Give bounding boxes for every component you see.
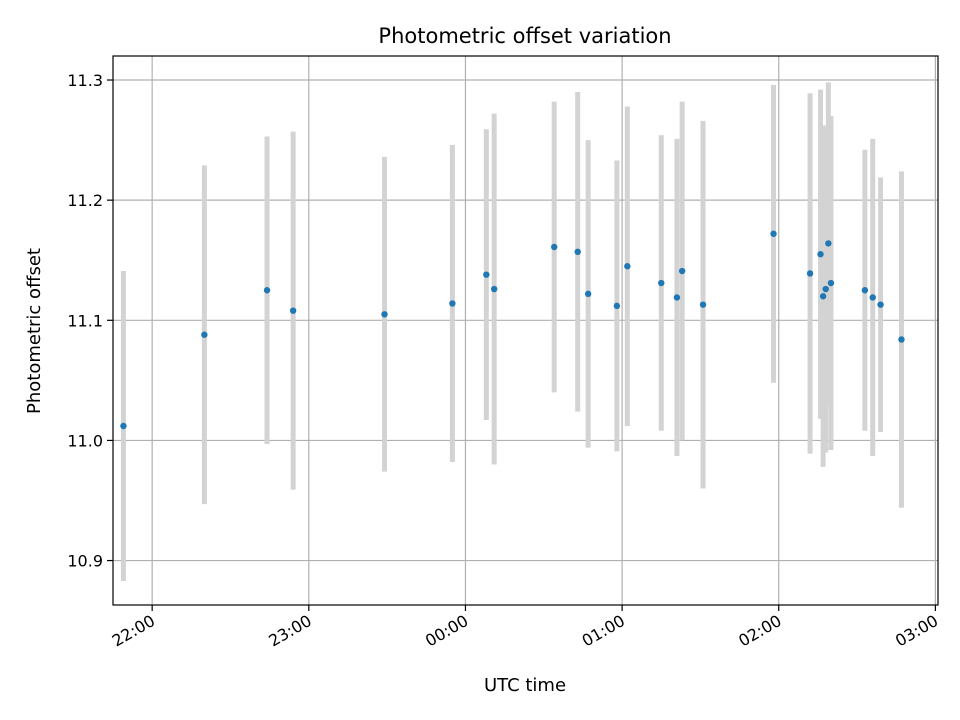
data-point bbox=[877, 301, 884, 308]
data-point bbox=[584, 290, 592, 298]
y-tick-label: 11.2 bbox=[67, 191, 103, 210]
chart-title: Photometric offset variation bbox=[378, 24, 671, 48]
y-axis-label: Photometric offset bbox=[24, 248, 45, 414]
data-point bbox=[201, 331, 208, 338]
data-point bbox=[806, 270, 814, 277]
data-point bbox=[770, 230, 777, 237]
y-tick-label: 10.9 bbox=[67, 552, 103, 571]
data-point bbox=[381, 311, 388, 318]
plot-frame bbox=[112, 55, 939, 606]
point-layer bbox=[120, 230, 905, 430]
data-point bbox=[483, 271, 490, 278]
data-point bbox=[658, 279, 665, 287]
data-point bbox=[673, 294, 681, 301]
y-tick-label: 11.1 bbox=[67, 311, 103, 330]
data-point bbox=[624, 263, 631, 270]
data-point bbox=[120, 422, 127, 430]
y-tick-label: 11.0 bbox=[67, 431, 103, 450]
data-point bbox=[263, 287, 271, 294]
data-point bbox=[898, 336, 905, 343]
data-point bbox=[490, 285, 498, 293]
data-point bbox=[574, 248, 581, 256]
data-point bbox=[827, 279, 835, 287]
data-point bbox=[678, 267, 686, 275]
data-point bbox=[861, 287, 869, 294]
data-point bbox=[822, 285, 829, 293]
y-tick-label: 11.3 bbox=[67, 71, 103, 90]
data-point bbox=[289, 307, 297, 314]
x-axis-label: UTC time bbox=[484, 675, 566, 696]
data-point bbox=[551, 243, 558, 251]
data-point bbox=[869, 294, 876, 301]
data-point bbox=[449, 300, 456, 307]
data-point bbox=[825, 240, 832, 247]
data-point bbox=[613, 302, 621, 310]
data-point bbox=[699, 301, 707, 308]
data-point bbox=[817, 251, 824, 258]
grid-layer bbox=[113, 56, 938, 605]
data-point bbox=[819, 293, 827, 300]
